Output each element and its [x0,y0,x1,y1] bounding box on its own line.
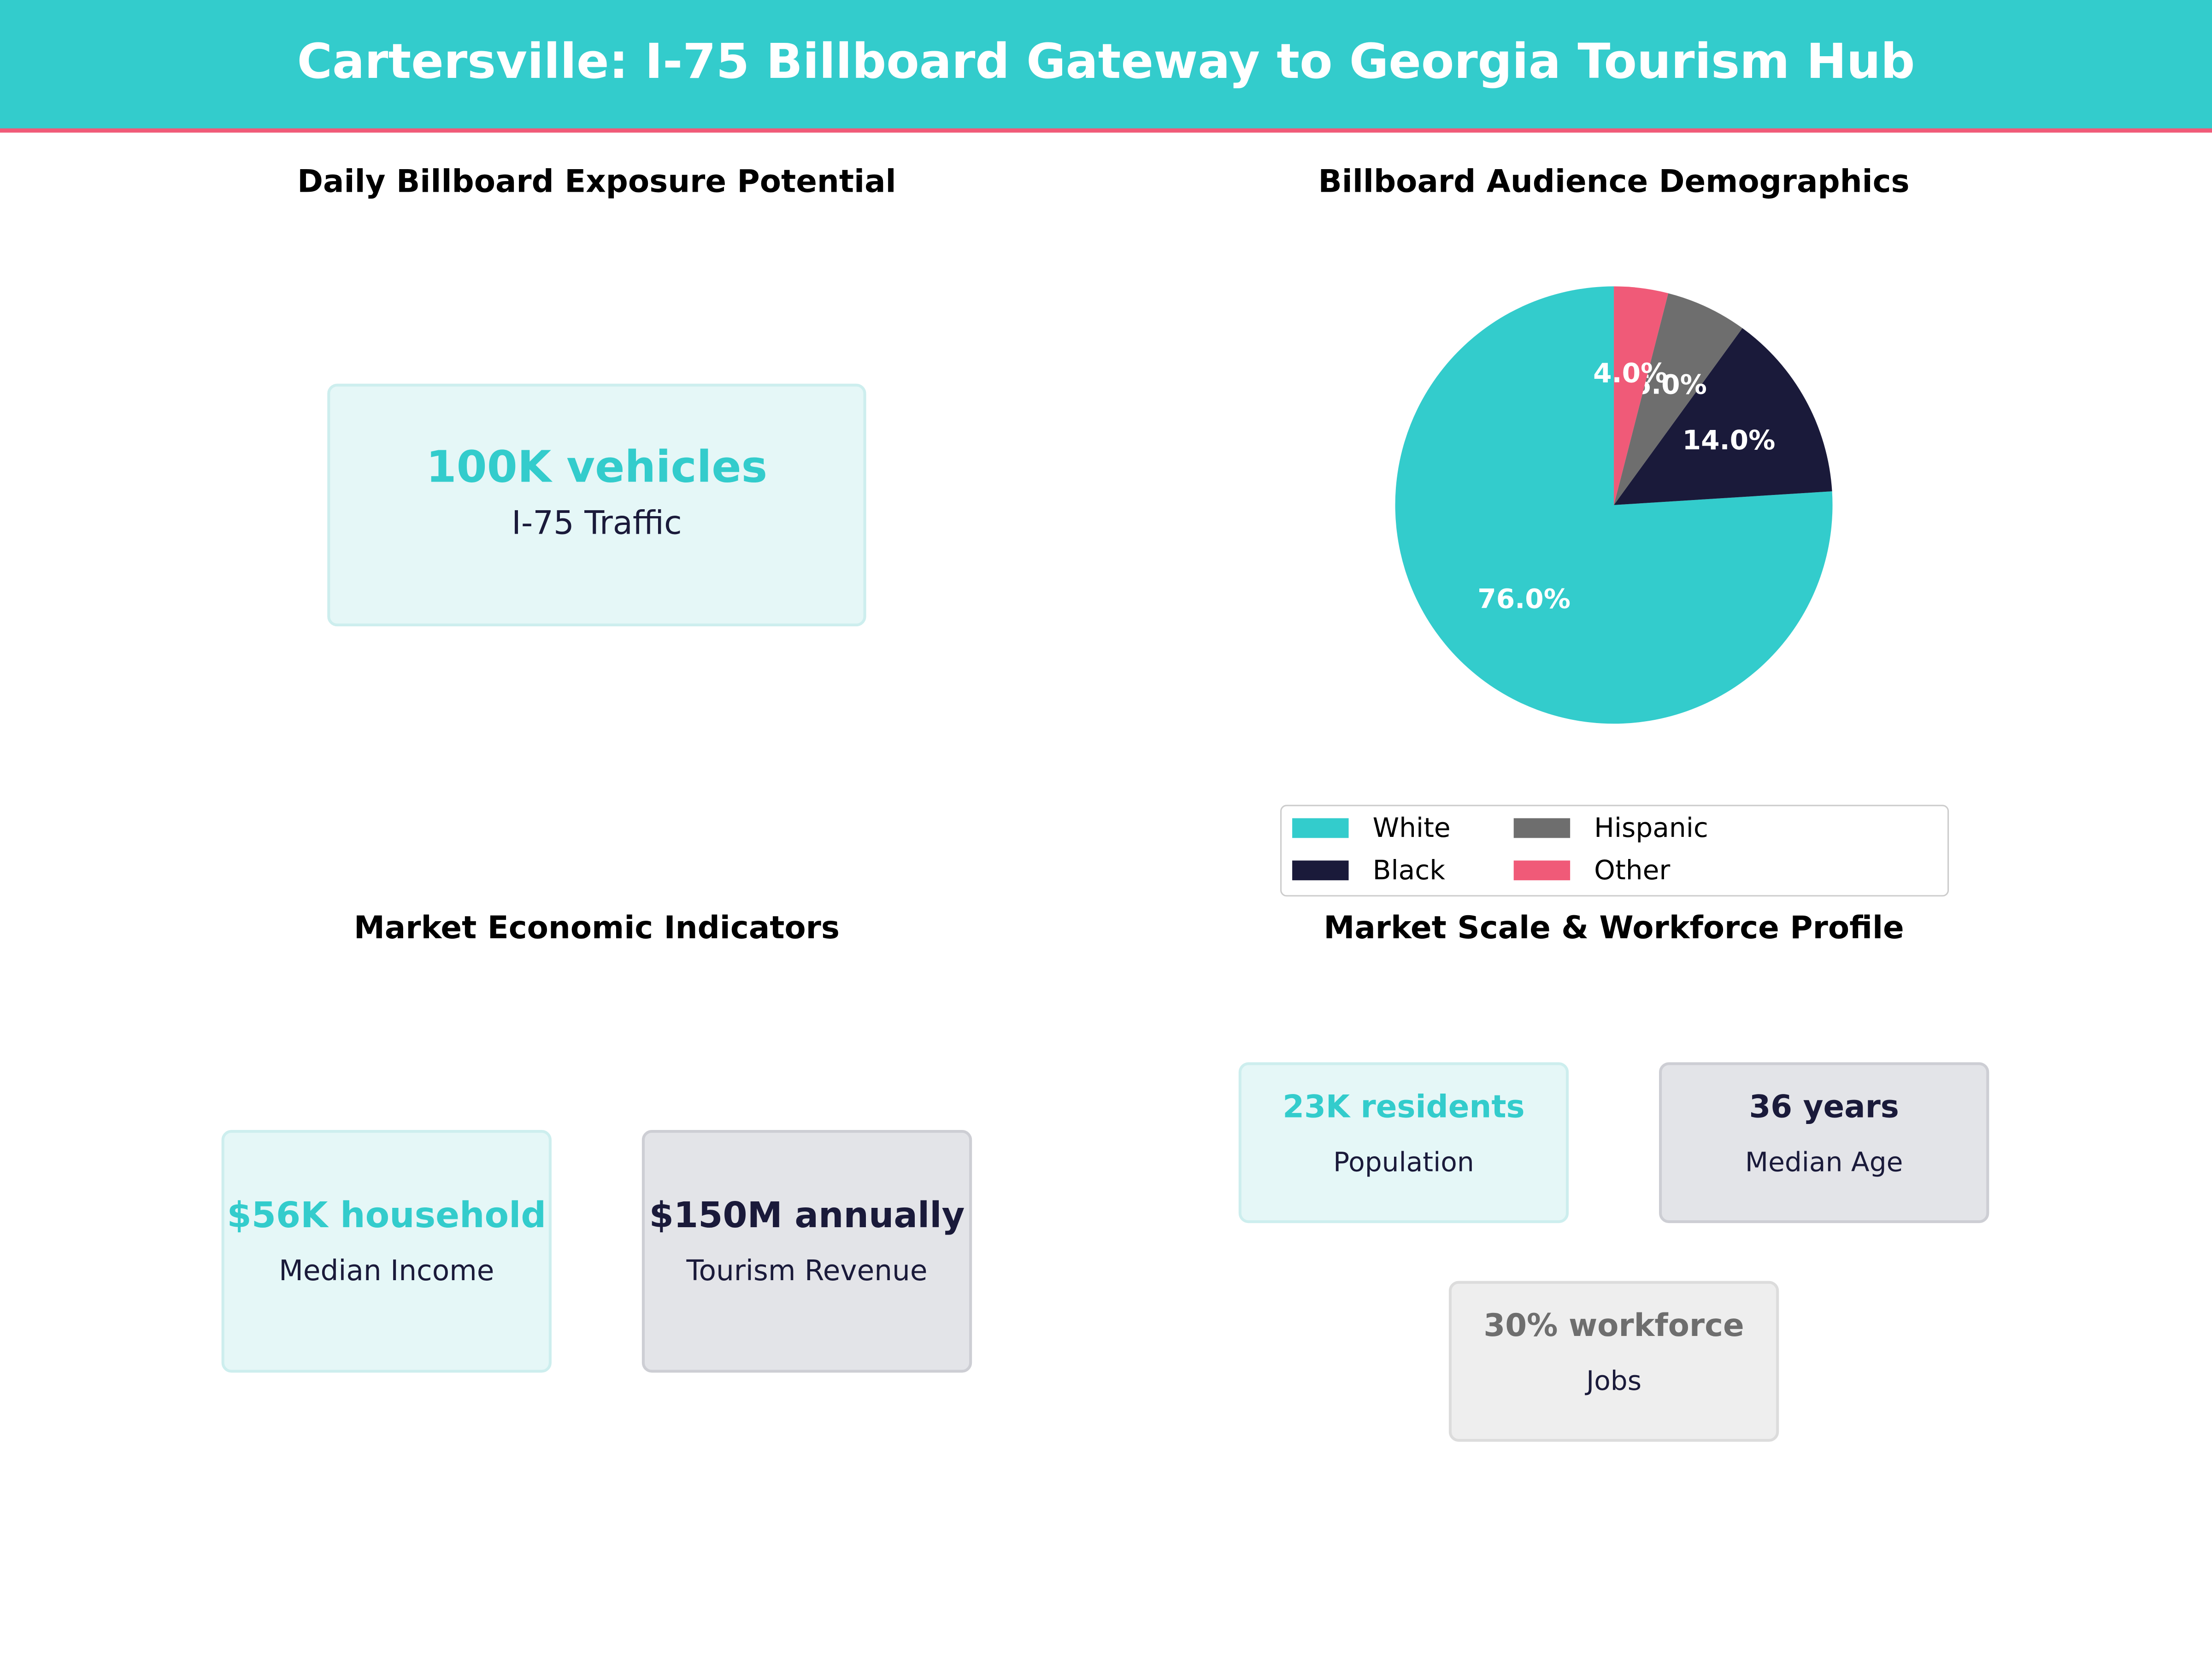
card-box [1448,1281,1779,1442]
card-label: Median Age [1745,1147,1903,1178]
header-bar [0,0,2212,130]
card-box [327,383,866,627]
legend-swatch [1513,818,1571,838]
panel-title: Market Economic Indicators [354,909,840,946]
legend-swatch [1292,860,1349,881]
card-value: 30% workforce [1483,1307,1744,1343]
card-label: Population [1333,1147,1474,1178]
pie-slice [1395,286,1833,724]
card-box [221,1130,552,1373]
card-value: $150M annually [649,1195,965,1236]
legend-box [1280,805,1949,897]
legend-label: White [1373,812,1451,843]
page-title: Cartersville: I-75 Billboard Gateway to … [297,33,1915,89]
card-value: 23K residents [1282,1088,1524,1125]
card-value: $56K household [227,1195,546,1236]
card-box [641,1130,972,1373]
kpi-card: 23K residents Population [1238,1062,1569,1224]
slice-label: 14.0% [1683,424,1776,456]
panel-title: Daily Billboard Exposure Potential [297,163,896,200]
legend-swatch [1513,860,1571,881]
panel-title: Market Scale & Workforce Profile [1324,909,1904,946]
panel-title: Billboard Audience Demographics [1318,163,1909,200]
card-box [1659,1062,1989,1224]
legend-label: Black [1373,854,1446,886]
pie-slice [1614,286,1669,505]
kpi-card: 30% workforce Jobs [1448,1281,1779,1442]
card-value: 36 years [1749,1088,1899,1125]
card-label: Median Income [279,1254,494,1287]
card-label: Tourism Revenue [686,1254,928,1287]
kpi-card: 36 years Median Age [1659,1062,1989,1224]
pie-slice [1614,293,1742,505]
kpi-card: $150M annually Tourism Revenue [641,1130,972,1373]
legend-label: Other [1594,854,1670,886]
card-value: 100K vehicles [426,441,767,492]
kpi-card: 100K vehicles I-75 Traffic [327,383,866,627]
legend-label: Hispanic [1594,812,1708,843]
pie-slice [1614,328,1832,505]
header-rule [0,128,2212,133]
card-box [1238,1062,1569,1224]
legend-swatch [1292,818,1349,838]
card-label: Jobs [1584,1365,1641,1396]
card-label: I-75 Traffic [512,504,682,541]
slice-label: 4.0% [1593,358,1667,389]
kpi-card: $56K household Median Income [221,1130,552,1373]
slice-label: 76.0% [1477,583,1571,615]
